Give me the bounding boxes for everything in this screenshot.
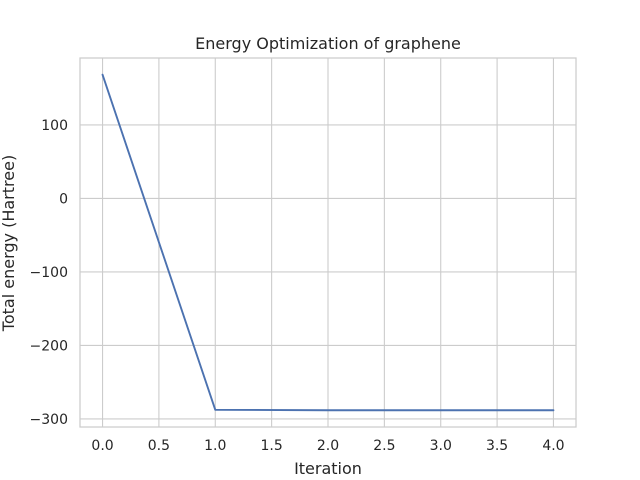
x-tick-label: 2.5: [373, 438, 395, 454]
y-axis-label: Total energy (Hartree): [0, 155, 18, 332]
x-tick-label: 4.0: [542, 438, 564, 454]
plot-frame: [79, 57, 577, 428]
y-tick-label: 0: [59, 191, 68, 207]
x-tick-label: 3.5: [486, 438, 508, 454]
y-tick-label: −100: [30, 265, 68, 281]
x-tick-label: 3.0: [430, 438, 452, 454]
x-tick-label: 2.0: [317, 438, 339, 454]
x-tick-label: 0.0: [91, 438, 113, 454]
series-group: [101, 73, 555, 412]
x-tick-labels: 0.0 0.5 1.0 1.5 2.0 2.5 3.0 3.5 4.0: [91, 438, 564, 454]
grid-lines: [80, 58, 576, 427]
x-axis-label: Iteration: [294, 459, 362, 478]
y-tick-labels: 100 0 −100 −200 −300: [30, 118, 68, 428]
x-tick-label: 1.5: [261, 438, 283, 454]
x-tick-label: 1.0: [204, 438, 226, 454]
y-tick-label: 100: [41, 118, 68, 134]
x-tick-label: 0.5: [148, 438, 170, 454]
y-tick-label: −300: [30, 412, 68, 428]
y-tick-label: −200: [30, 338, 68, 354]
chart-title: Energy Optimization of graphene: [195, 34, 461, 53]
